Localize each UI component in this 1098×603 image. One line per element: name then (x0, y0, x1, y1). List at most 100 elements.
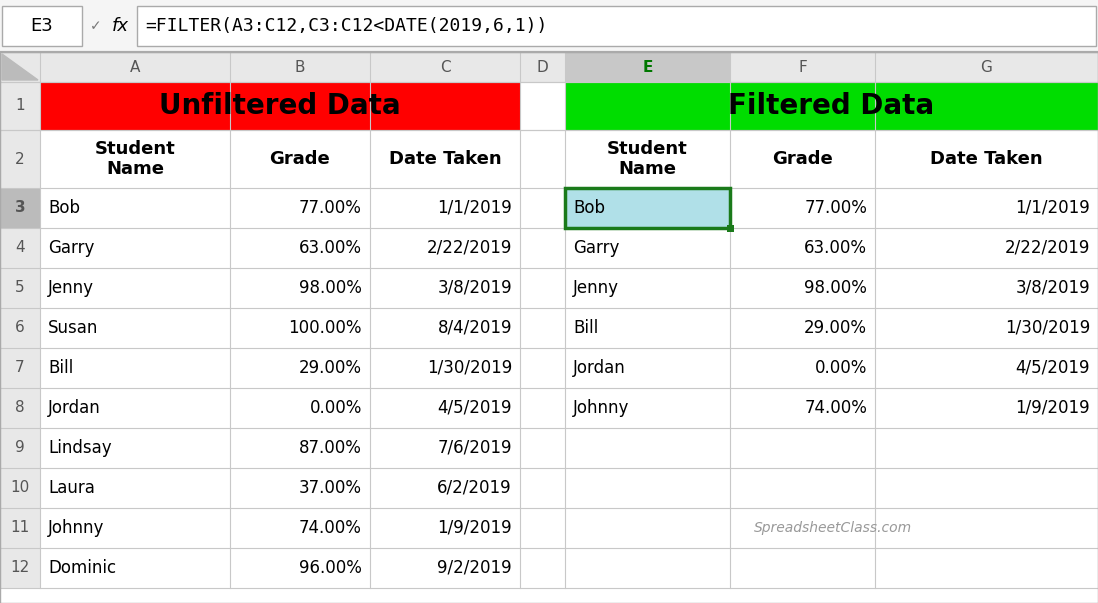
Bar (0, 508, 40, 548)
Text: 10: 10 (10, 481, 30, 496)
Bar (40, 308, 1098, 348)
Text: Bob: Bob (573, 199, 605, 217)
Bar (0, 130, 1098, 188)
Text: B: B (294, 60, 305, 75)
Bar (40, 228, 1098, 268)
Text: Grade: Grade (772, 150, 833, 168)
Text: Susan: Susan (48, 319, 99, 337)
Text: Jenny: Jenny (48, 279, 94, 297)
Bar (137, 6, 1096, 46)
Bar (40, 548, 1098, 588)
Text: Grade: Grade (270, 150, 330, 168)
Bar (0, 228, 40, 268)
Text: 3/8/2019: 3/8/2019 (437, 279, 512, 297)
Text: 12: 12 (10, 561, 30, 575)
Bar (40, 388, 1098, 428)
Text: 96.00%: 96.00% (299, 559, 362, 577)
Text: 1/1/2019: 1/1/2019 (437, 199, 512, 217)
Text: 63.00%: 63.00% (804, 239, 867, 257)
Text: 37.00%: 37.00% (299, 479, 362, 497)
Bar (40, 82, 520, 130)
Bar (40, 268, 1098, 308)
Bar (40, 188, 1098, 228)
Text: 7: 7 (15, 361, 25, 376)
Text: 8/4/2019: 8/4/2019 (437, 319, 512, 337)
Text: 98.00%: 98.00% (804, 279, 867, 297)
Bar (40, 508, 1098, 548)
Bar (137, 6, 1096, 46)
Text: E: E (642, 60, 652, 75)
Text: 0.00%: 0.00% (310, 399, 362, 417)
Text: Garry: Garry (48, 239, 94, 257)
Text: 3: 3 (14, 201, 25, 215)
Text: 5: 5 (15, 280, 25, 295)
Bar (0, 52, 1098, 82)
Text: Date Taken: Date Taken (930, 150, 1043, 168)
Bar (0, 82, 40, 130)
Bar (565, 188, 730, 228)
Bar (565, 52, 730, 82)
Text: Jordan: Jordan (573, 359, 626, 377)
Text: =FILTER(A3:C12,C3:C12<DATE(2019,6,1)): =FILTER(A3:C12,C3:C12<DATE(2019,6,1)) (145, 17, 548, 35)
Bar (40, 468, 1098, 508)
Text: Bill: Bill (48, 359, 74, 377)
Bar (0, 268, 40, 308)
Text: 2/22/2019: 2/22/2019 (427, 239, 512, 257)
Text: C: C (439, 60, 450, 75)
Bar (0, 0, 1098, 52)
Bar (727, 225, 733, 232)
Text: Laura: Laura (48, 479, 94, 497)
Text: 100.00%: 100.00% (289, 319, 362, 337)
Text: 1/30/2019: 1/30/2019 (427, 359, 512, 377)
Text: 8: 8 (15, 400, 25, 415)
Bar (40, 348, 1098, 388)
Text: Dominic: Dominic (48, 559, 116, 577)
Text: E3: E3 (31, 17, 54, 35)
Text: 29.00%: 29.00% (299, 359, 362, 377)
Text: 29.00%: 29.00% (804, 319, 867, 337)
Text: 74.00%: 74.00% (299, 519, 362, 537)
Text: Student
Name: Student Name (607, 140, 687, 178)
Text: 2/22/2019: 2/22/2019 (1005, 239, 1090, 257)
Text: A: A (130, 60, 141, 75)
Text: 1: 1 (15, 98, 25, 113)
Text: 87.00%: 87.00% (299, 439, 362, 457)
Bar (2, 6, 82, 46)
Text: Garry: Garry (573, 239, 619, 257)
Bar (0, 428, 40, 468)
Text: fx: fx (112, 17, 128, 35)
Text: Bill: Bill (573, 319, 598, 337)
Text: ✓: ✓ (90, 19, 102, 33)
Text: 1/9/2019: 1/9/2019 (437, 519, 512, 537)
Bar (0, 308, 40, 348)
Text: Jenny: Jenny (573, 279, 619, 297)
Text: D: D (537, 60, 548, 75)
Text: 98.00%: 98.00% (299, 279, 362, 297)
Text: Jordan: Jordan (48, 399, 101, 417)
Text: Johnny: Johnny (48, 519, 104, 537)
Text: 1/1/2019: 1/1/2019 (1016, 199, 1090, 217)
Text: 9/2/2019: 9/2/2019 (437, 559, 512, 577)
Bar (520, 82, 565, 130)
Text: 6/2/2019: 6/2/2019 (437, 479, 512, 497)
Bar (0, 130, 40, 188)
Text: Date Taken: Date Taken (389, 150, 502, 168)
Text: Unfiltered Data: Unfiltered Data (159, 92, 401, 120)
Text: 9: 9 (15, 441, 25, 455)
Text: Johnny: Johnny (573, 399, 629, 417)
Polygon shape (2, 54, 38, 80)
Bar (0, 548, 40, 588)
Text: 4: 4 (15, 241, 25, 256)
Text: SpreadsheetClass.com: SpreadsheetClass.com (753, 521, 911, 535)
Text: Filtered Data: Filtered Data (728, 92, 934, 120)
Text: F: F (798, 60, 807, 75)
Bar (2, 6, 82, 46)
Text: 0.00%: 0.00% (815, 359, 867, 377)
Bar (0, 348, 40, 388)
Text: 4/5/2019: 4/5/2019 (437, 399, 512, 417)
Bar (565, 188, 730, 228)
Bar (0, 188, 40, 228)
Text: 77.00%: 77.00% (299, 199, 362, 217)
Bar (565, 82, 1098, 130)
Text: 6: 6 (15, 321, 25, 335)
